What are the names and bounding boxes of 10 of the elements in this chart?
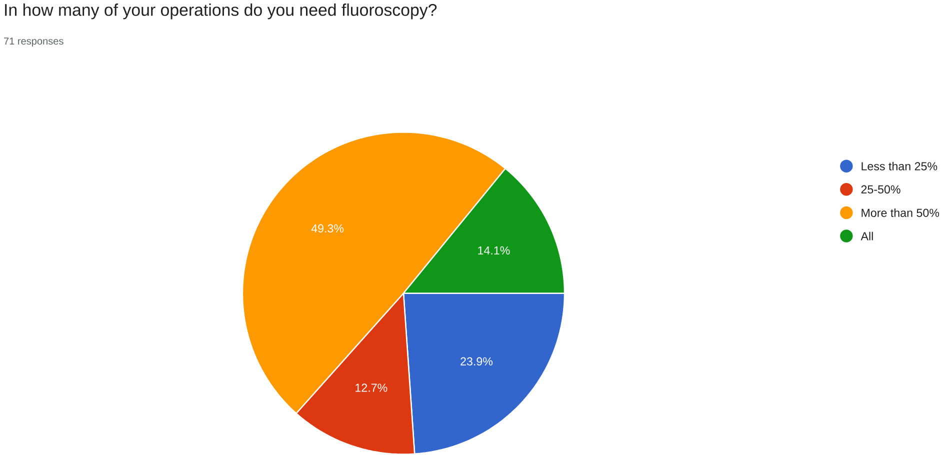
- legend-label: 25-50%: [861, 185, 900, 194]
- legend-label: All: [860, 232, 873, 240]
- text: 71 responses: [4, 38, 64, 47]
- legend-label: Less than 25%: [862, 162, 938, 170]
- data-label: 23.9%: [460, 357, 493, 366]
- data-label: 49.3%: [311, 224, 344, 233]
- data-label: 12.7%: [356, 384, 388, 392]
- data-label: 14.1%: [478, 246, 510, 255]
- chart-title: In how many of your operations do you need fluoroscopy?: [5, 4, 437, 20]
- legend-label: More than 50%: [862, 208, 940, 218]
